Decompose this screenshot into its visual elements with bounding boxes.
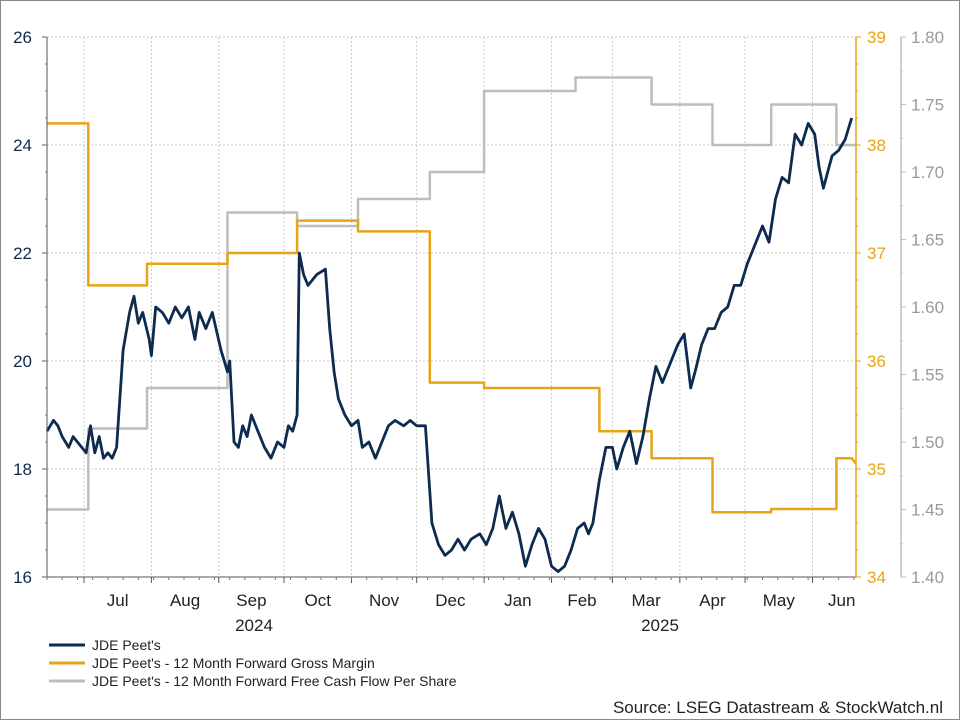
orange-axis-tick-label: 39 [867, 28, 886, 47]
legend-label: JDE Peet's - 12 Month Forward Gross Marg… [92, 655, 375, 671]
x-axis-month-label: May [763, 591, 796, 610]
left-axis-tick-label: 22 [13, 244, 32, 263]
series-gross-margin-group [47, 122, 857, 514]
grey-axis-tick-label: 1.40 [911, 568, 944, 587]
legend: JDE Peet's JDE Peet's - 12 Month Forward … [49, 637, 457, 689]
grey-axis-tick-label: 1.75 [911, 96, 944, 115]
x-axis-month-label: Oct [305, 591, 332, 610]
legend-label: JDE Peet's - 12 Month Forward Free Cash … [92, 673, 457, 689]
source-note: Source: LSEG Datastream & StockWatch.nl [613, 698, 943, 717]
orange-axis-tick-label: 35 [867, 460, 886, 479]
grey-axis-tick-label: 1.70 [911, 163, 944, 182]
left-axis-tick-label: 20 [13, 352, 32, 371]
x-axis-year-label: 2024 [235, 616, 273, 635]
series-price-group [45, 117, 854, 573]
legend-label: JDE Peet's [92, 637, 161, 653]
x-axis-month-label: Mar [631, 591, 661, 610]
grey-axis-tick-label: 1.55 [911, 366, 944, 385]
series-line-price [45, 117, 854, 573]
x-axis-month-label: Jul [107, 591, 129, 610]
left-axis-tick-label: 18 [13, 460, 32, 479]
orange-axis-tick-label: 34 [867, 568, 886, 587]
x-axis-month-label: Feb [567, 591, 596, 610]
x-axis-month-label: Aug [170, 591, 200, 610]
grey-axis-tick-label: 1.65 [911, 231, 944, 250]
orange-axis-tick-label: 38 [867, 136, 886, 155]
grey-axis-tick-label: 1.60 [911, 298, 944, 317]
series-line-gross-margin [47, 122, 857, 514]
left-axis-tick-label: 16 [13, 568, 32, 587]
orange-axis-tick-label: 37 [867, 244, 886, 263]
grid-lines [47, 36, 856, 578]
x-axis-month-label: Nov [369, 591, 400, 610]
series-fcf-group [47, 76, 856, 511]
x-axis-month-label: Apr [699, 591, 726, 610]
orange-axis-tick-label: 36 [867, 352, 886, 371]
x-axis-month-label: Sep [236, 591, 266, 610]
grey-axis-tick-label: 1.45 [911, 501, 944, 520]
x-axis-month-label: Jun [828, 591, 855, 610]
grey-axis-tick-label: 1.50 [911, 433, 944, 452]
left-axis-tick-label: 24 [13, 136, 32, 155]
x-axis-month-label: Jan [504, 591, 531, 610]
grey-axis-tick-label: 1.80 [911, 28, 944, 47]
left-axis-tick-label: 26 [13, 28, 32, 47]
series-line-fcf [47, 76, 856, 511]
x-axis-month-label: Dec [435, 591, 466, 610]
x-axis-year-label: 2025 [641, 616, 679, 635]
axes-group: 16 18 20 22 24 26 34 35 36 37 38 39 1.40 1.45 1.50 1.55… [13, 28, 944, 635]
